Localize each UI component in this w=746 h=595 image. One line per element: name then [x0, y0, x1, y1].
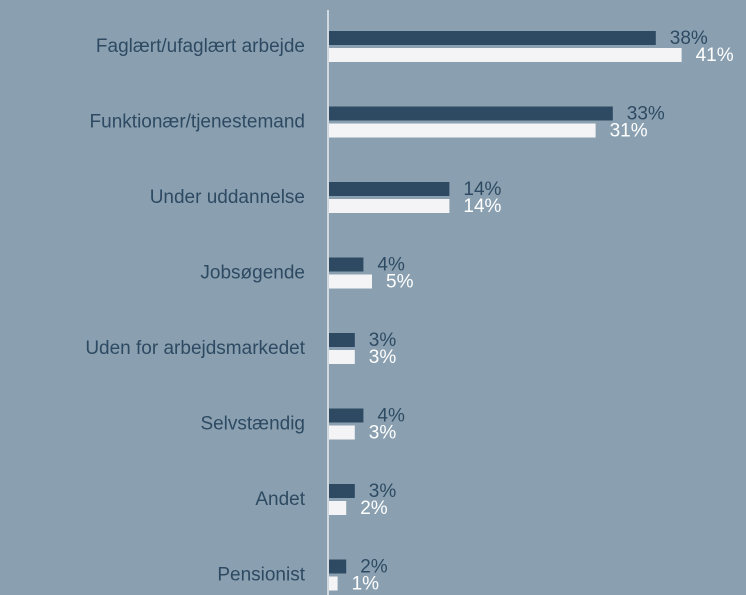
bar [329, 350, 355, 364]
value-label: 38% [670, 28, 708, 49]
value-label: 3% [369, 481, 397, 502]
value-label: 14% [463, 179, 501, 200]
bar [329, 123, 596, 138]
value-label: 1% [352, 574, 380, 595]
bar [329, 576, 338, 591]
category-label: Jobsøgende [200, 263, 305, 284]
category-label: Faglært/ufaglært arbejde [96, 36, 305, 57]
bar [329, 48, 682, 62]
value-label: 4% [377, 406, 405, 427]
bar [329, 501, 347, 515]
category-label: Uden for arbejdsmarkedet [85, 338, 305, 359]
bar [329, 199, 450, 213]
bar [329, 425, 355, 440]
category-label: Andet [255, 489, 305, 510]
bar [329, 408, 364, 423]
category-label: Pensionist [217, 565, 305, 586]
value-label: 2% [360, 498, 388, 519]
value-label: 3% [369, 347, 397, 368]
bar [329, 106, 613, 121]
bar [329, 274, 372, 289]
value-label: 2% [360, 557, 388, 578]
value-label: 31% [610, 121, 648, 142]
bar [329, 182, 450, 196]
value-label: 14% [463, 196, 501, 217]
value-label: 3% [369, 423, 397, 444]
value-label: 33% [627, 104, 665, 125]
value-label: 5% [386, 272, 414, 293]
bar [329, 559, 347, 574]
value-label: 4% [377, 255, 405, 276]
bar [329, 333, 355, 347]
category-label: Under uddannelse [150, 187, 305, 208]
value-label: 3% [369, 330, 397, 351]
bar [329, 257, 364, 272]
value-label: 41% [696, 45, 734, 66]
category-label: Funktionær/tjenestemand [90, 112, 305, 133]
category-label: Selvstændig [200, 414, 305, 435]
bar [329, 484, 355, 498]
bar [329, 31, 656, 45]
